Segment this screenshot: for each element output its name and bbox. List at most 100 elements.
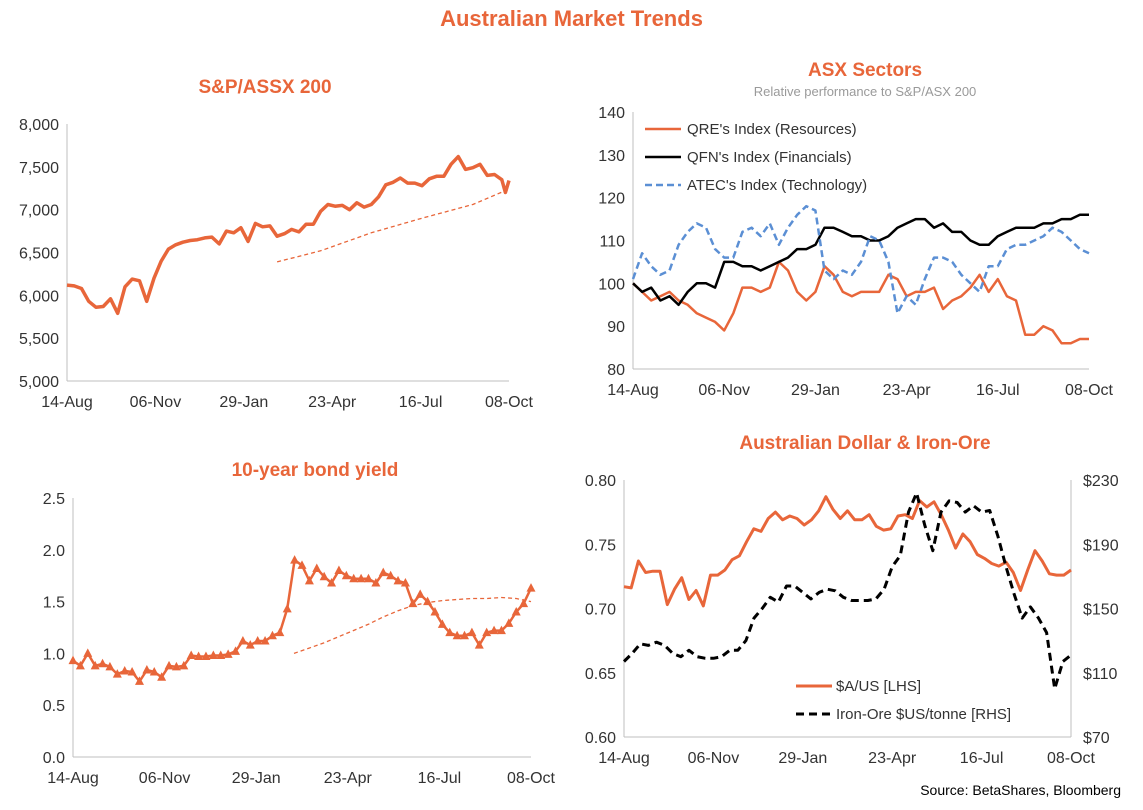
y-tick-label: 1.0 — [43, 646, 65, 663]
x-tick-label: 08-Oct — [485, 394, 534, 411]
x-tick-label: 08-Oct — [507, 770, 556, 787]
bond-marker — [112, 669, 122, 678]
y-tick-label: 120 — [598, 191, 625, 208]
y-tick-label: 130 — [598, 148, 625, 165]
bond-marker — [68, 655, 78, 665]
bond-marker — [504, 618, 514, 627]
bond-marker — [297, 560, 307, 569]
y-tick-label: 140 — [598, 105, 625, 122]
x-tick-label: 29-Jan — [232, 770, 281, 787]
x-tick-label: 08-Oct — [1047, 750, 1096, 767]
y-tick-label: 0.0 — [43, 750, 65, 767]
bond-marker — [120, 666, 130, 675]
x-tick-label: 23-Apr — [883, 382, 932, 399]
qfn-line — [632, 213, 1089, 307]
bond-marker — [75, 660, 85, 670]
bond-marker — [474, 640, 484, 649]
bond-marker — [482, 627, 492, 637]
bond-marker — [127, 667, 137, 676]
bond-marker — [393, 575, 403, 585]
bond-marker — [437, 619, 447, 628]
y-tick-label: 2.5 — [43, 491, 65, 508]
bond-marker — [171, 661, 181, 671]
bond-marker — [90, 660, 100, 670]
bond-marker — [149, 667, 159, 676]
bond-marker — [430, 606, 440, 616]
asx200-title: S&P/ASSX 200 — [198, 77, 332, 98]
x-tick-label: 29-Jan — [778, 750, 827, 767]
y-tick-label: 0.5 — [43, 698, 65, 715]
bond-marker — [231, 646, 241, 655]
bond-marker — [142, 664, 152, 674]
bond-title: 10-year bond yield — [231, 460, 399, 481]
bond-marker — [312, 563, 322, 572]
x-tick-label: 06-Nov — [130, 394, 182, 411]
y-tick-label: 100 — [598, 276, 625, 293]
bond-marker — [371, 577, 381, 587]
x-tick-label: 16-Jul — [418, 770, 462, 787]
bond-marker — [245, 640, 255, 649]
x-tick-label: 06-Nov — [139, 770, 191, 787]
y-tick-label: 90 — [607, 319, 625, 336]
x-tick-label: 23-Apr — [308, 394, 357, 411]
y-tick-label: 7,500 — [19, 160, 59, 177]
y-left-tick-label: 0.75 — [585, 537, 616, 554]
y-right-tick-label: $150 — [1083, 602, 1119, 619]
y-left-tick-label: 0.65 — [585, 666, 616, 683]
asx200-trend-line — [276, 188, 510, 263]
x-tick-label: 23-Apr — [324, 770, 373, 787]
x-tick-label: 16-Jul — [976, 382, 1020, 399]
y-tick-label: 6,000 — [19, 288, 59, 305]
atec-legend-label: ATEC's Index (Technology) — [687, 177, 867, 194]
bond-marker — [452, 630, 462, 640]
bond-marker — [519, 598, 529, 608]
bond-marker — [134, 676, 144, 685]
bond-marker — [290, 555, 300, 564]
bond-marker — [445, 627, 455, 637]
x-tick-label: 29-Jan — [219, 394, 268, 411]
y-tick-label: 8,000 — [19, 117, 59, 134]
y-right-tick-label: $190 — [1083, 537, 1119, 554]
qre-legend-label: QRE's Index (Resources) — [687, 121, 857, 138]
bond-marker — [179, 660, 189, 670]
x-tick-label: 14-Aug — [598, 750, 650, 767]
x-tick-label: 14-Aug — [47, 770, 99, 787]
bond-marker — [400, 577, 410, 587]
y-tick-label: 110 — [599, 234, 625, 251]
y-left-tick-label: 0.60 — [585, 730, 616, 747]
y-tick-label: 7,000 — [19, 203, 59, 220]
sectors-title: ASX Sectors — [807, 60, 923, 81]
bond-marker — [186, 650, 196, 659]
aud-iron-title: Australian Dollar & Iron-Ore — [739, 433, 991, 454]
bond-marker — [489, 625, 499, 635]
bond-marker — [460, 630, 470, 640]
x-tick-label: 06-Nov — [698, 382, 750, 399]
x-tick-label: 14-Aug — [41, 394, 93, 411]
bond-marker — [334, 565, 344, 575]
x-tick-label: 23-Apr — [868, 750, 917, 767]
y-right-tick-label: $230 — [1083, 473, 1119, 490]
bond-trend-line — [293, 596, 532, 655]
bond-marker — [356, 573, 366, 583]
aud-legend-label: $A/US [LHS] — [836, 678, 921, 695]
x-tick-label: 06-Nov — [688, 750, 740, 767]
atec-line — [631, 204, 1090, 315]
bond-marker — [208, 650, 218, 659]
iron-legend-label: Iron-Ore $US/tonne [RHS] — [836, 706, 1011, 723]
bond-marker — [282, 603, 292, 613]
y-left-tick-label: 0.70 — [585, 602, 616, 619]
bond-marker — [496, 625, 506, 635]
y-right-tick-label: $70 — [1083, 730, 1110, 747]
bond-marker — [319, 571, 329, 581]
bond-marker — [83, 648, 93, 657]
x-tick-label: 29-Jan — [791, 382, 840, 399]
y-tick-label: 5,500 — [19, 331, 59, 348]
bond-marker — [201, 651, 211, 661]
bond-marker — [349, 573, 359, 583]
bond-marker — [408, 598, 418, 608]
qre-line — [632, 260, 1089, 345]
bond-marker — [386, 570, 396, 580]
y-tick-label: 2.0 — [43, 543, 65, 560]
y-tick-label: 1.5 — [43, 595, 65, 612]
